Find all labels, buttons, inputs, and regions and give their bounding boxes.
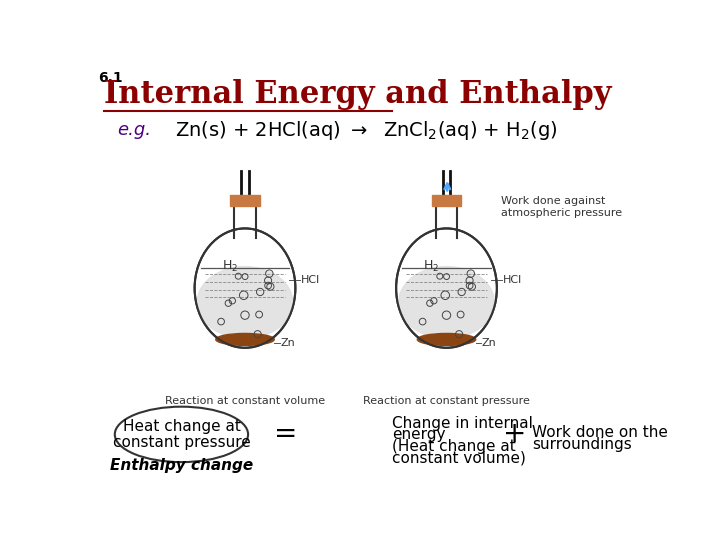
Text: Enthalpy change: Enthalpy change	[110, 458, 253, 472]
Text: +: +	[503, 421, 526, 448]
Text: surroundings: surroundings	[532, 437, 631, 453]
Text: Work done against
atmospheric pressure: Work done against atmospheric pressure	[500, 197, 622, 218]
Ellipse shape	[418, 334, 476, 346]
Ellipse shape	[197, 267, 293, 338]
Text: constant volume): constant volume)	[392, 450, 526, 465]
Text: Reaction at constant pressure: Reaction at constant pressure	[363, 396, 530, 406]
Text: Internal Energy and Enthalpy: Internal Energy and Enthalpy	[104, 79, 611, 110]
Ellipse shape	[216, 334, 274, 346]
Ellipse shape	[194, 228, 295, 348]
Ellipse shape	[399, 267, 495, 338]
Text: Change in internal: Change in internal	[392, 416, 533, 431]
Text: HCl: HCl	[503, 275, 522, 285]
Bar	[432, 195, 462, 206]
Text: HCl: HCl	[301, 275, 320, 285]
Text: (Heat change at: (Heat change at	[392, 439, 516, 454]
Bar	[230, 195, 260, 206]
Text: Heat change at: Heat change at	[122, 419, 240, 434]
Text: energy: energy	[392, 428, 446, 442]
Text: Zn(s) + 2HCl(aq) $\rightarrow$  ZnCl$_2$(aq) + H$_2$(g): Zn(s) + 2HCl(aq) $\rightarrow$ ZnCl$_2$(…	[175, 119, 558, 141]
Text: H$_2$: H$_2$	[222, 259, 238, 274]
Text: Zn: Zn	[482, 338, 497, 348]
Text: e.g.: e.g.	[117, 121, 151, 139]
Text: Reaction at constant volume: Reaction at constant volume	[165, 396, 325, 406]
Text: H$_2$: H$_2$	[423, 259, 439, 274]
Text: =: =	[274, 421, 297, 448]
Text: Zn: Zn	[280, 338, 295, 348]
Text: constant pressure: constant pressure	[112, 435, 251, 450]
Ellipse shape	[396, 228, 497, 348]
Text: 6.1: 6.1	[98, 71, 122, 85]
Text: Work done on the: Work done on the	[532, 425, 667, 440]
